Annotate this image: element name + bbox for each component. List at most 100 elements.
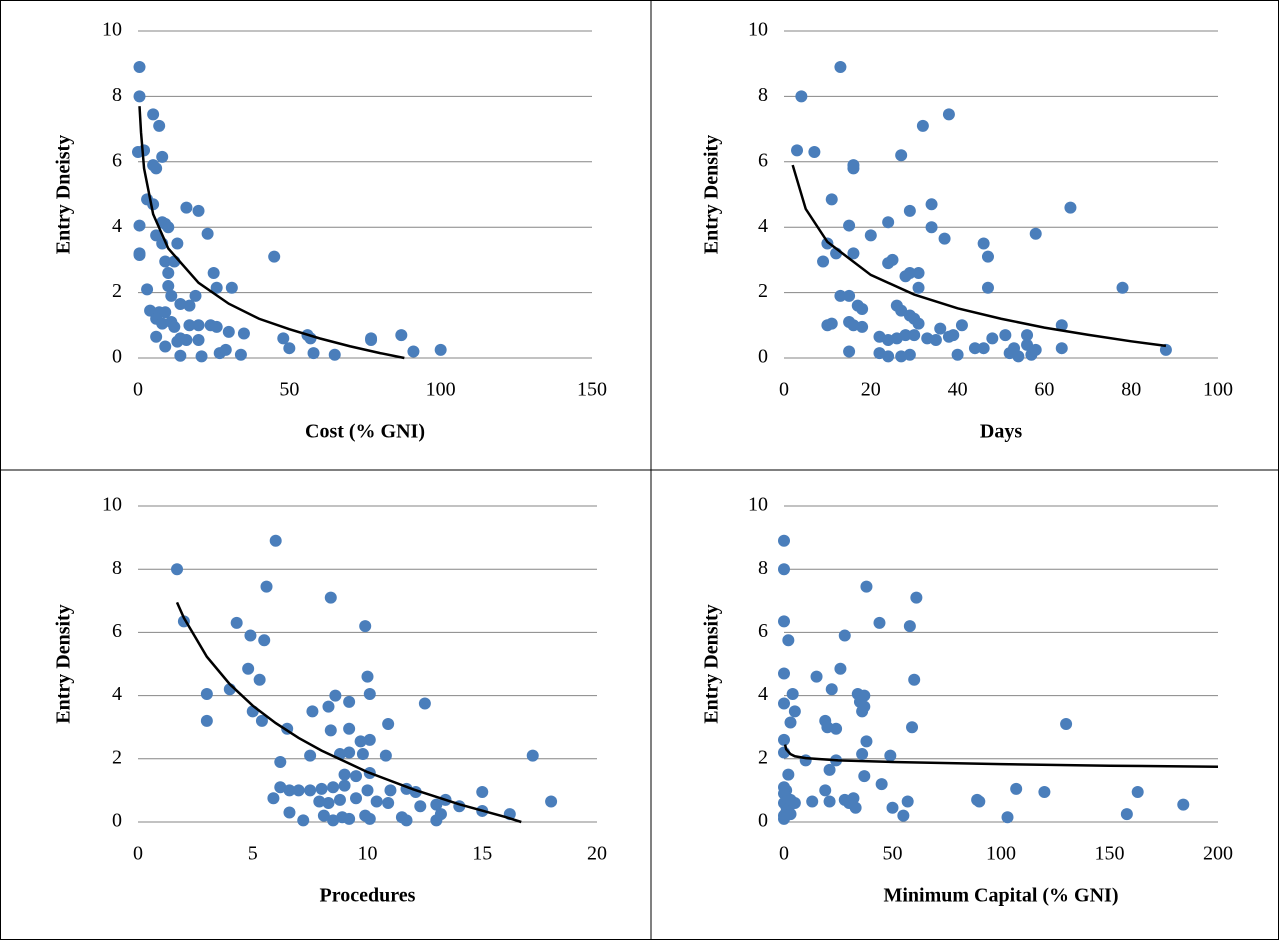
scatter-point — [929, 334, 942, 347]
scatter-point — [354, 735, 367, 748]
scatter-point — [189, 289, 202, 302]
scatter-point — [343, 722, 356, 735]
scatter-point — [201, 227, 214, 240]
scatter-point — [1159, 343, 1172, 356]
y-tick-label: 0 — [758, 346, 768, 368]
scatter-point — [847, 792, 860, 805]
scatter-point — [317, 809, 330, 822]
scatter-point — [1029, 227, 1042, 240]
y-tick-label: 10 — [748, 19, 768, 41]
scatter-point — [418, 697, 431, 710]
trend-line — [783, 744, 1219, 768]
scatter-point — [327, 781, 340, 794]
scatter-point — [784, 793, 797, 806]
scatter-point — [830, 722, 843, 735]
scatter-point — [297, 814, 310, 827]
scatter-point — [899, 270, 912, 283]
scatter-point — [476, 785, 489, 798]
scatter-point — [925, 221, 938, 234]
x-axis-title: Procedures — [320, 885, 416, 907]
scatter-point — [430, 798, 443, 811]
x-axis-title: Cost (% GNI) — [305, 421, 425, 443]
scatter-point — [849, 801, 862, 814]
scatter-point — [268, 250, 281, 263]
x-axis-title: Days — [980, 421, 1022, 443]
y-tick-label: 10 — [102, 19, 122, 41]
scatter-point — [171, 335, 184, 348]
scatter-point — [795, 90, 808, 103]
scatter-point — [327, 814, 340, 827]
scatter-point — [153, 119, 166, 132]
scatter-point — [210, 320, 223, 333]
scatter-point — [253, 673, 266, 686]
scatter-point — [156, 317, 169, 330]
scatter-point — [159, 340, 172, 353]
scatter-point — [968, 342, 981, 355]
scatter-point — [884, 749, 897, 762]
scatter-point — [225, 281, 238, 294]
scatter-point — [856, 748, 869, 761]
scatter-point — [192, 204, 205, 217]
scatter-point — [147, 108, 160, 121]
scatter-point — [951, 348, 964, 361]
scatter-point — [258, 634, 271, 647]
scatter-point — [856, 320, 869, 333]
scatter-point — [356, 748, 369, 761]
scatter-point — [808, 145, 821, 158]
scatter-point — [324, 591, 337, 604]
scatter-point — [526, 749, 539, 762]
y-tick-label: 10 — [102, 494, 122, 516]
scatter-point — [873, 616, 886, 629]
y-axis-title: Entry Density — [701, 604, 723, 723]
scatter-point — [304, 784, 317, 797]
scatter-point — [370, 795, 383, 808]
scatter-point — [414, 800, 427, 813]
scatter-point — [307, 347, 320, 360]
scatter-point — [999, 329, 1012, 342]
scatter-point — [274, 781, 287, 794]
scatter-point — [847, 162, 860, 175]
scatter-point — [864, 229, 877, 242]
y-tick-label: 2 — [112, 280, 122, 302]
scatter-point — [382, 718, 395, 731]
scatter-point — [200, 714, 213, 727]
scatter-point — [908, 329, 921, 342]
scatter-point — [784, 808, 797, 821]
x-tick-label: 150 — [577, 379, 607, 401]
scatter-point — [333, 793, 346, 806]
scatter-point — [133, 219, 146, 232]
scatter-point — [899, 329, 912, 342]
scatter-point — [938, 232, 951, 245]
scatter-point — [1055, 342, 1068, 355]
scatter-point — [434, 808, 447, 821]
scatter-point — [1060, 718, 1073, 731]
x-tick-label: 150 — [1095, 843, 1125, 865]
scatter-point — [133, 248, 146, 261]
scatter-point — [133, 90, 146, 103]
scatter-point — [400, 814, 413, 827]
scatter-point — [903, 204, 916, 217]
scatter-point — [1038, 785, 1051, 798]
scatter-point — [823, 763, 836, 776]
scatter-point — [384, 784, 397, 797]
scatter-point — [882, 216, 895, 229]
scatter-point — [1116, 281, 1129, 294]
x-tick-label: 40 — [948, 379, 968, 401]
scatter-point — [977, 237, 990, 250]
trend-line — [138, 106, 405, 360]
scatter-point — [174, 298, 187, 311]
scatter-point — [947, 329, 960, 342]
scatter-point — [778, 667, 790, 680]
scatter-point — [350, 792, 363, 805]
scatter-point — [791, 144, 804, 157]
x-tick-label: 100 — [1203, 379, 1233, 401]
scatter-point — [156, 150, 169, 163]
scatter-point — [810, 670, 823, 683]
scatter-point — [361, 670, 374, 683]
scatter-point — [788, 705, 801, 718]
scatter-point — [183, 299, 196, 312]
scatter-point — [858, 770, 871, 783]
scatter-point — [195, 350, 208, 363]
scatter-point — [322, 700, 335, 713]
scatter-point — [903, 620, 916, 633]
